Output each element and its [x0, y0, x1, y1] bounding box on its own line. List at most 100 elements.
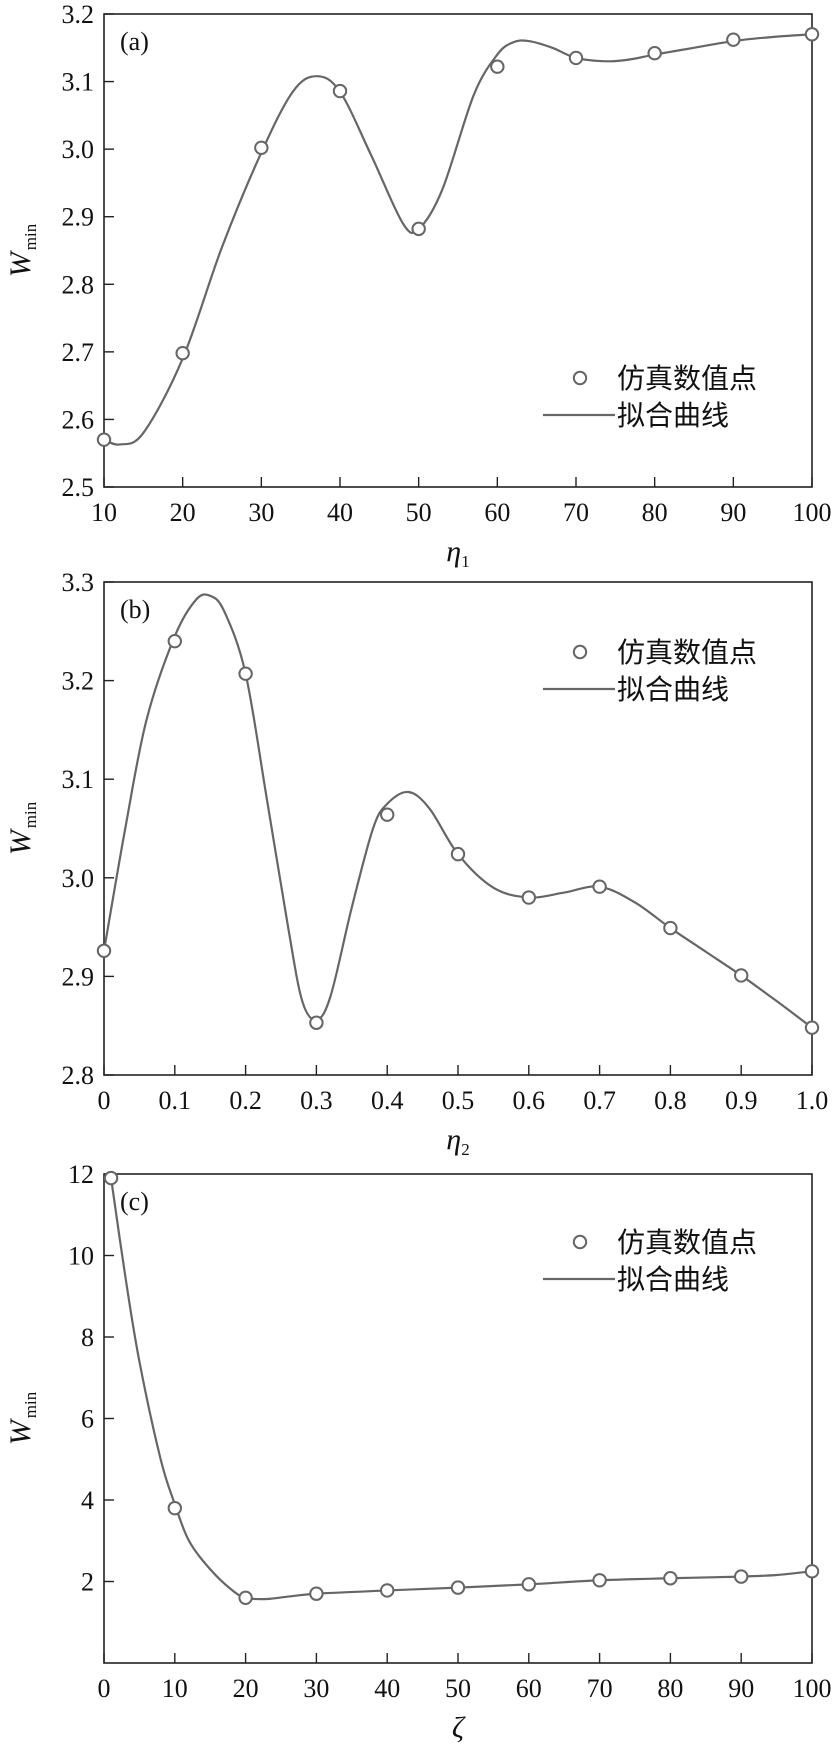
- legend-label-points: 仿真数值点: [617, 362, 757, 395]
- x-tick-label: 60: [516, 1674, 542, 1703]
- x-tick-label: 80: [657, 1674, 683, 1703]
- data-point: [238, 1590, 253, 1606]
- data-point: [103, 1170, 119, 1186]
- x-tick-label: 1.0: [796, 1086, 829, 1115]
- data-point: [450, 1580, 466, 1595]
- x-tick-label: 30: [303, 1674, 329, 1703]
- y-tick-label: 4: [81, 1486, 94, 1515]
- y-axis-label-sub: min: [21, 223, 40, 250]
- x-tick-label: 10: [162, 1674, 188, 1703]
- x-tick-label: 0.2: [229, 1086, 262, 1115]
- x-axis-label-main: ζ: [452, 1711, 466, 1744]
- data-point: [734, 968, 749, 983]
- chart-panel-1: 10 20 30 40 50 60 70 80 90 100 2.5 2.6 2.7 2.8 2.9 3.0 3…: [4, 0, 832, 571]
- x-tick-label: 60: [484, 498, 510, 527]
- y-tick-label: 3.3: [62, 568, 95, 597]
- data-point: [568, 50, 584, 66]
- plot-frame: [103, 13, 813, 488]
- x-tick-label: 0.7: [583, 1086, 616, 1115]
- y-axis-label: Wmin: [4, 801, 40, 855]
- x-tick-label: 20: [170, 498, 196, 527]
- data-point: [726, 32, 741, 47]
- x-tick-label: 0.5: [442, 1086, 475, 1115]
- y-axis-label-sub: min: [21, 1391, 40, 1418]
- panel-label: (a): [120, 27, 149, 56]
- x-tick-label: 10: [91, 498, 117, 527]
- data-point: [521, 1577, 536, 1592]
- data-point: [175, 346, 190, 361]
- x-tick-label: 0.3: [300, 1086, 333, 1115]
- fitted-curve: [109, 1177, 813, 1601]
- data-point: [647, 45, 662, 61]
- x-tick-label: 30: [248, 498, 274, 527]
- x-tick-label: 0.1: [159, 1086, 192, 1115]
- y-tick-label: 3.1: [62, 765, 95, 794]
- x-tick-label: 50: [406, 498, 432, 527]
- y-tick-label: 2.9: [62, 962, 95, 991]
- y-axis-label: Wmin: [4, 1391, 40, 1445]
- data-point: [309, 1015, 324, 1030]
- data-point: [380, 1583, 395, 1598]
- data-point: [96, 432, 112, 447]
- panel-label: (c): [120, 1187, 149, 1216]
- legend-marker-points: [572, 644, 588, 660]
- x-axis-label-sub: 2: [461, 1140, 470, 1159]
- x-tick-label: 40: [327, 498, 353, 527]
- panel-label: (b): [120, 595, 150, 624]
- fitted-curve: [103, 33, 813, 446]
- legend-label-points: 仿真数值点: [617, 1226, 757, 1259]
- x-axis-label: η1: [446, 535, 469, 571]
- y-tick-label: 12: [68, 1160, 94, 1189]
- chart-panel-2: 0 0.1 0.2 0.3 0.4 0.5 0.6 0.7 0.8 0.9 1.0 2.8 2.9 3.0…: [4, 568, 828, 1159]
- x-tick-label: 40: [374, 1674, 400, 1703]
- y-tick-label: 10: [68, 1242, 94, 1271]
- data-point: [804, 1020, 820, 1035]
- x-axis-label: ζ: [452, 1711, 466, 1744]
- x-tick-label: 0.6: [513, 1086, 546, 1115]
- data-point: [521, 890, 536, 905]
- x-tick-label: 100: [793, 1674, 832, 1703]
- x-tick-label: 70: [563, 498, 589, 527]
- x-axis-label-main: η: [446, 535, 461, 568]
- data-point: [238, 666, 253, 681]
- data-point: [332, 83, 348, 99]
- data-point: [167, 633, 183, 649]
- y-tick-label: 3.1: [62, 68, 95, 97]
- x-tick-label: 80: [642, 498, 668, 527]
- x-tick-label: 90: [720, 498, 746, 527]
- y-tick-label: 3.2: [62, 0, 95, 29]
- x-tick-label: 0.8: [654, 1086, 687, 1115]
- data-point: [804, 27, 820, 42]
- x-tick-label: 0.4: [371, 1086, 404, 1115]
- x-tick-label: 0: [98, 1086, 111, 1115]
- data-point: [592, 879, 607, 894]
- legend-marker-points: [572, 370, 588, 386]
- data-point: [490, 59, 505, 74]
- y-axis-label-main: W: [4, 249, 37, 277]
- y-tick-label: 8: [81, 1323, 94, 1352]
- x-tick-label: 0: [98, 1674, 111, 1703]
- fitted-curve: [102, 593, 813, 1029]
- x-tick-label: 20: [233, 1674, 259, 1703]
- legend-label-points: 仿真数值点: [617, 636, 757, 669]
- legend-label-line: 拟合曲线: [617, 399, 729, 432]
- y-axis-label: Wmin: [4, 223, 40, 277]
- y-axis-label-sub: min: [21, 801, 40, 828]
- chart-panel-3: 0 10 20 30 40 50 60 70 80 90 100 2 4 6 8 10 12 (c) ζ Wmin 仿真…: [4, 1160, 832, 1744]
- legend-label-line: 拟合曲线: [617, 673, 729, 706]
- data-point: [450, 846, 466, 862]
- data-point: [411, 221, 426, 237]
- y-tick-label: 6: [81, 1405, 94, 1434]
- data-point: [167, 1500, 183, 1516]
- data-point: [663, 1571, 678, 1586]
- y-tick-label: 3.2: [62, 667, 95, 696]
- data-point: [96, 943, 112, 958]
- legend-label-line: 拟合曲线: [617, 1263, 729, 1296]
- y-axis-label-main: W: [4, 827, 37, 855]
- data-point: [804, 1564, 820, 1579]
- y-axis-label-main: W: [4, 1417, 37, 1445]
- y-tick-label: 2.9: [62, 203, 95, 232]
